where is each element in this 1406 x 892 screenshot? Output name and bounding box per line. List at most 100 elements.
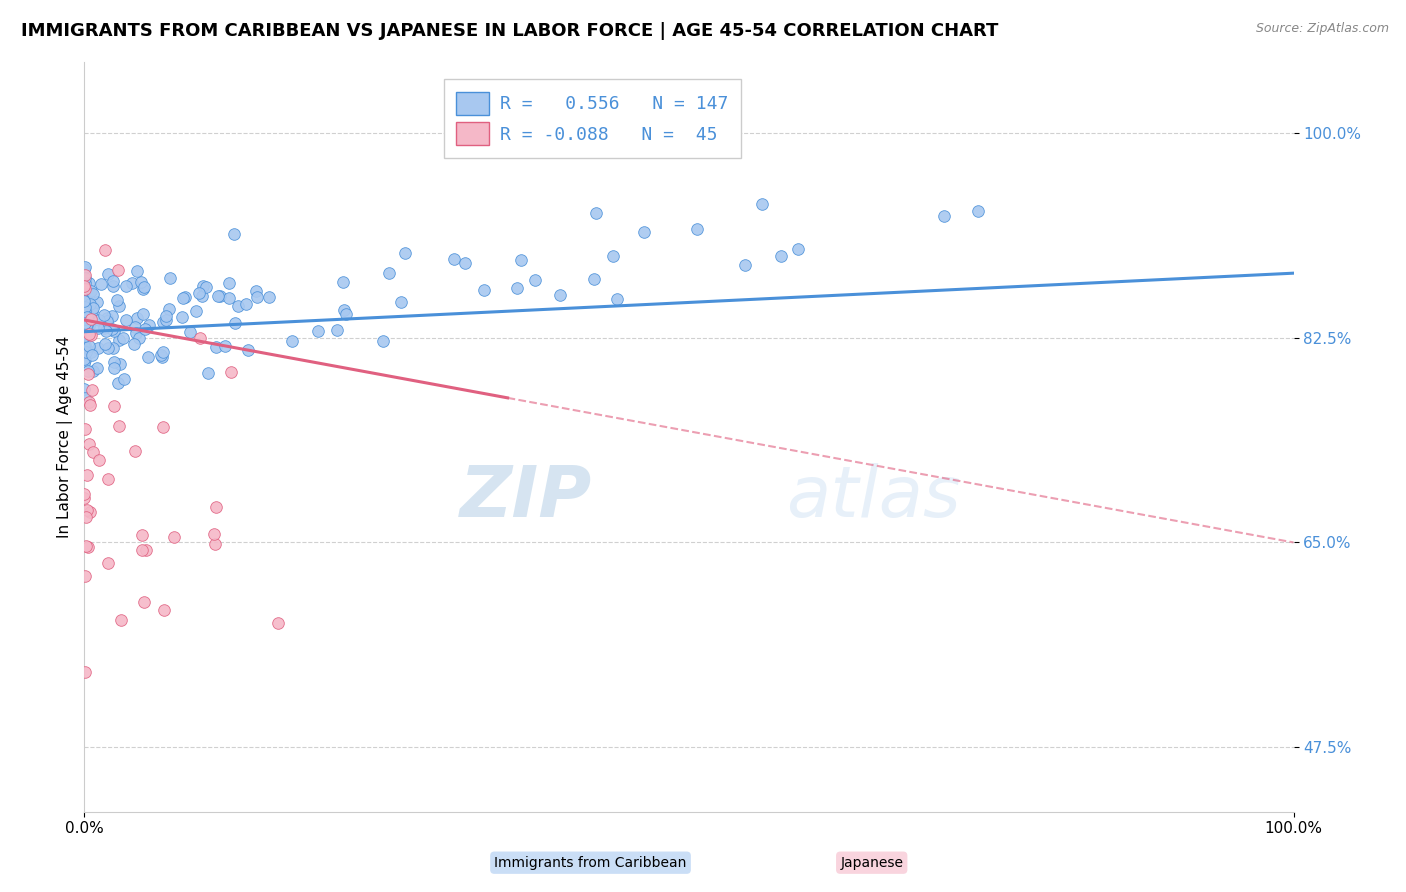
Point [281,334,304,348]
Point [214,339,236,353]
Point [966,204,988,219]
Point [218,276,240,290]
Point [73,382,96,396]
Point [267,615,290,630]
Point [101,278,124,293]
Point [80,383,103,397]
Point [235,296,257,310]
Point [246,290,269,304]
Point [73,356,96,370]
Point [506,281,529,295]
Point [82,444,104,458]
Point [224,317,246,331]
Point [326,323,349,337]
Point [159,270,181,285]
Point [184,304,207,318]
Point [82,364,104,378]
Point [132,281,155,295]
Point [769,250,792,264]
Point [77,276,100,290]
Point [787,242,810,256]
Point [105,293,128,307]
Point [236,343,259,358]
Point [103,355,125,369]
Point [76,502,98,516]
Point [73,491,96,505]
Point [82,286,104,301]
Text: Source: ZipAtlas.com: Source: ZipAtlas.com [1256,22,1389,36]
Point [73,351,96,366]
Point [73,329,96,343]
Point [125,264,148,278]
Point [77,318,100,333]
Point [205,500,228,514]
Point [89,312,111,326]
Point [73,311,96,326]
Point [73,338,96,352]
Point [394,245,416,260]
Point [73,343,96,358]
Point [107,263,129,277]
Point [332,275,354,289]
Point [101,274,124,288]
Point [443,252,465,266]
Point [80,284,103,298]
Point [307,324,329,338]
Point [80,312,103,326]
Point [510,252,533,267]
Point [191,289,214,303]
Point [332,302,354,317]
Point [135,542,157,557]
Point [155,313,177,327]
Point [86,361,108,376]
Point [97,341,120,355]
Point [172,291,194,305]
Point [136,350,159,364]
Point [73,293,96,308]
Point [77,338,100,352]
Point [96,310,118,325]
Point [73,304,96,318]
Point [73,569,96,583]
Point [582,272,605,286]
Point [73,301,96,315]
Legend: R =   0.556   N = 147, R = -0.088   N =  45: R = 0.556 N = 147, R = -0.088 N = 45 [444,79,741,158]
Point [79,398,101,412]
Point [76,367,98,381]
Point [73,316,96,330]
Point [96,314,118,328]
Point [93,308,115,322]
Point [224,227,246,241]
Point [94,243,117,257]
Point [107,376,129,390]
Point [73,392,96,406]
Point [76,310,98,324]
Point [75,311,97,326]
Point [131,528,153,542]
Point [134,595,156,609]
Point [209,289,232,303]
Point [76,468,98,483]
Point [77,394,100,409]
Point [138,318,160,332]
Point [75,326,97,341]
Point [194,280,217,294]
Text: atlas: atlas [786,463,960,532]
Point [73,270,96,285]
Point [125,326,148,340]
Point [125,310,148,325]
Point [77,540,100,554]
Point [112,331,135,345]
Point [86,295,108,310]
Point [75,510,97,524]
Point [73,282,96,296]
Point [73,344,96,359]
Point [751,197,773,211]
Point [73,316,96,330]
Point [335,307,357,321]
Point [122,337,145,351]
Point [734,258,756,272]
Point [173,290,195,304]
Point [226,299,249,313]
Point [602,249,624,263]
